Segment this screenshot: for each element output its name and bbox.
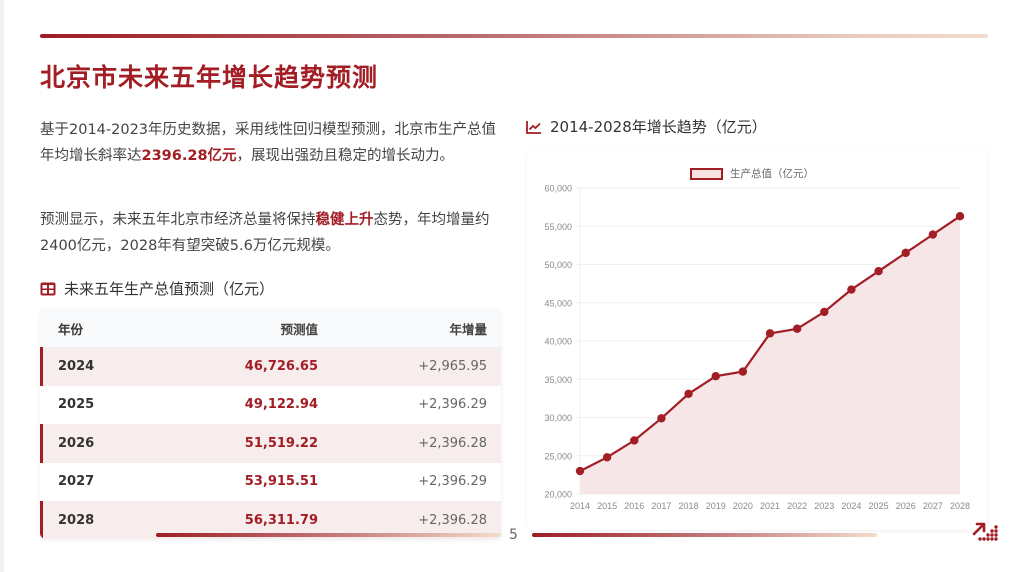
table-header-row: 年份 预测值 年增量 (40, 309, 501, 347)
cell-value: 49,122.94 (244, 397, 318, 413)
chart-card (527, 148, 987, 530)
legend-label: 生产总值（亿元） (730, 168, 814, 180)
cell-value: 53,915.51 (244, 474, 318, 490)
page-title: 北京市未来五年增长趋势预测 (40, 63, 379, 92)
cell-year: 2024 (58, 358, 95, 374)
cell-value: 46,726.65 (244, 358, 318, 374)
legend-swatch (690, 167, 723, 180)
cell-year: 2025 (58, 397, 95, 413)
intro-paragraph-1: 基于2014-2023年历史数据，采用线性回归模型预测，北京市生产总值年均增长斜… (40, 117, 500, 169)
table-row: 2024 46,726.65 +2,965.95 (40, 347, 501, 386)
cell-value: 51,519.22 (244, 435, 318, 451)
trend-highlight: 稳健上升 (315, 212, 374, 228)
chart-heading: 2014-2028年增长趋势（亿元） (526, 116, 767, 137)
line-chart-icon (526, 120, 542, 134)
page-edge (0, 0, 4, 572)
text: 预测显示，未来五年北京市经济总量将保持 (40, 212, 316, 228)
cell-delta: +2,396.29 (418, 474, 487, 490)
table-row: 2028 56,311.79 +2,396.28 (40, 501, 501, 539)
intro-paragraph-2: 预测显示，未来五年北京市经济总量将保持稳健上升态势，年均增量约2400亿元，20… (40, 207, 500, 259)
page-number: 5 (509, 527, 518, 543)
cell-delta: +2,965.95 (418, 358, 487, 374)
brand-logo-icon (972, 522, 998, 541)
cell-year: 2027 (58, 474, 95, 490)
chart-legend[interactable]: 生产总值（亿元） (690, 166, 814, 181)
column-header-year: 年份 (58, 321, 84, 337)
footer-divider-right (532, 533, 877, 537)
text: 态势，年均增量约2400亿元，2028年有望突破5.6万亿元规模。 (40, 212, 490, 254)
cell-year: 2028 (58, 512, 95, 528)
cell-delta: +2,396.28 (418, 435, 487, 451)
slope-highlight: 2396.28亿元 (141, 148, 237, 164)
cell-value: 56,311.79 (244, 512, 318, 528)
cell-delta: +2,396.28 (418, 512, 487, 528)
top-divider (40, 34, 988, 38)
forecast-table: 年份 预测值 年增量 2024 46,726.65 +2,965.95 2025… (40, 309, 501, 539)
column-header-value: 预测值 (280, 321, 318, 337)
table-icon (40, 282, 56, 296)
table-row: 2026 51,519.22 +2,396.28 (40, 424, 501, 463)
cell-year: 2026 (58, 435, 95, 451)
text: ，展现出强劲且稳定的增长动力。 (236, 148, 455, 164)
chart-heading-text: 2014-2028年增长趋势（亿元） (550, 118, 767, 136)
table-row: 2025 49,122.94 +2,396.29 (40, 386, 501, 425)
table-heading-text: 未来五年生产总值预测（亿元） (64, 280, 275, 298)
column-header-delta: 年增量 (449, 321, 487, 337)
cell-delta: +2,396.29 (418, 397, 487, 413)
table-heading: 未来五年生产总值预测（亿元） (40, 278, 274, 299)
footer-divider-left (156, 533, 501, 537)
text: 基于2014-2023年历史数据，采用线性回归模型预测，北京市生产总值年均增长斜… (40, 122, 497, 164)
table-row: 2027 53,915.51 +2,396.29 (40, 463, 501, 502)
